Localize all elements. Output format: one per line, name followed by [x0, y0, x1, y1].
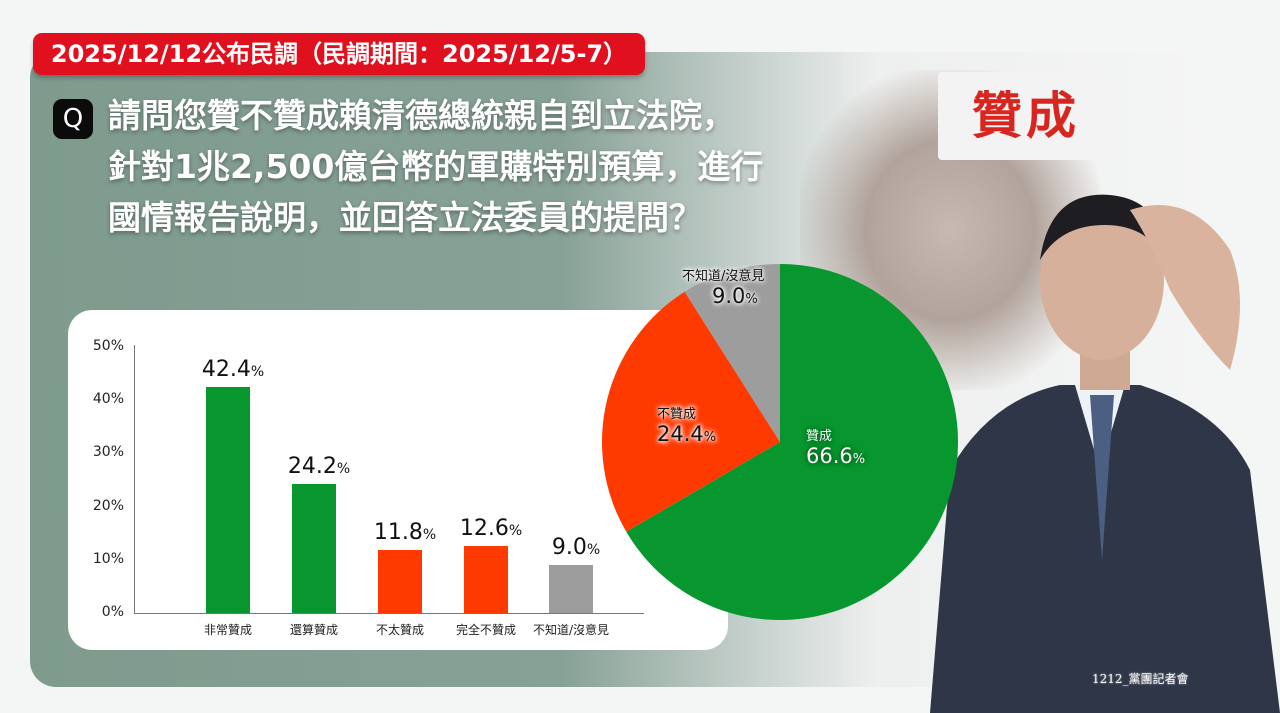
y-tick-label: 50% [92, 338, 124, 354]
y-axis [134, 345, 135, 613]
bar-value-label: 12.6% [459, 515, 523, 541]
question-line: 請問您贊不贊成賴清德總統親自到立法院， [108, 96, 735, 135]
bar [378, 550, 422, 613]
question-line: 針對1兆2,500億台幣的軍購特別預算，進行 [108, 147, 764, 186]
y-tick-label: 0% [101, 604, 124, 620]
x-category-label: 不知道/沒意見 [532, 623, 610, 637]
x-category-label: 不太贊成 [375, 623, 424, 637]
y-tick-label: 10% [92, 550, 124, 567]
bar [206, 387, 250, 613]
pie-slice-label: 不贊成 24.4% [657, 407, 717, 446]
person-photo [930, 194, 1280, 713]
support-sign: 贊成 [938, 72, 1114, 160]
bar-value-label: 11.8% [373, 520, 437, 546]
bar-value-label: 9.0% [551, 535, 601, 561]
bar [292, 484, 336, 613]
pie-chart [602, 264, 958, 620]
x-category-label: 非常贊成 [203, 623, 252, 637]
poll-date-banner: 2025/12/12公布民調（民調期間：2025/12/5-7） [33, 33, 645, 75]
bar [549, 565, 593, 613]
y-tick-label: 20% [92, 497, 124, 514]
bar-value-label: 24.2% [287, 454, 351, 480]
y-tick-label: 30% [92, 444, 124, 461]
x-category-label: 完全不贊成 [455, 623, 516, 637]
watermark: 1212_黨團記者會 [1092, 672, 1189, 686]
bar-value-label: 42.4% [201, 357, 265, 383]
question-badge: Q [53, 99, 93, 139]
pie-slice-label: 贊成 66.6% [806, 429, 866, 468]
pie-slice [626, 264, 958, 620]
x-category-label: 還算贊成 [289, 623, 338, 637]
question-line: 國情報告說明，並回答立法委員的提問？ [108, 198, 702, 237]
pie-slice [684, 264, 780, 442]
y-tick-label: 40% [92, 391, 124, 408]
pie-slice-label: 不知道/沒意見 9.0% [682, 269, 765, 308]
x-axis [134, 613, 644, 614]
pie-slice [602, 291, 780, 532]
question-text: 請問您贊不贊成賴清德總統親自到立法院， 針對1兆2,500億台幣的軍購特別預算，… [108, 90, 808, 243]
bar [464, 545, 508, 613]
